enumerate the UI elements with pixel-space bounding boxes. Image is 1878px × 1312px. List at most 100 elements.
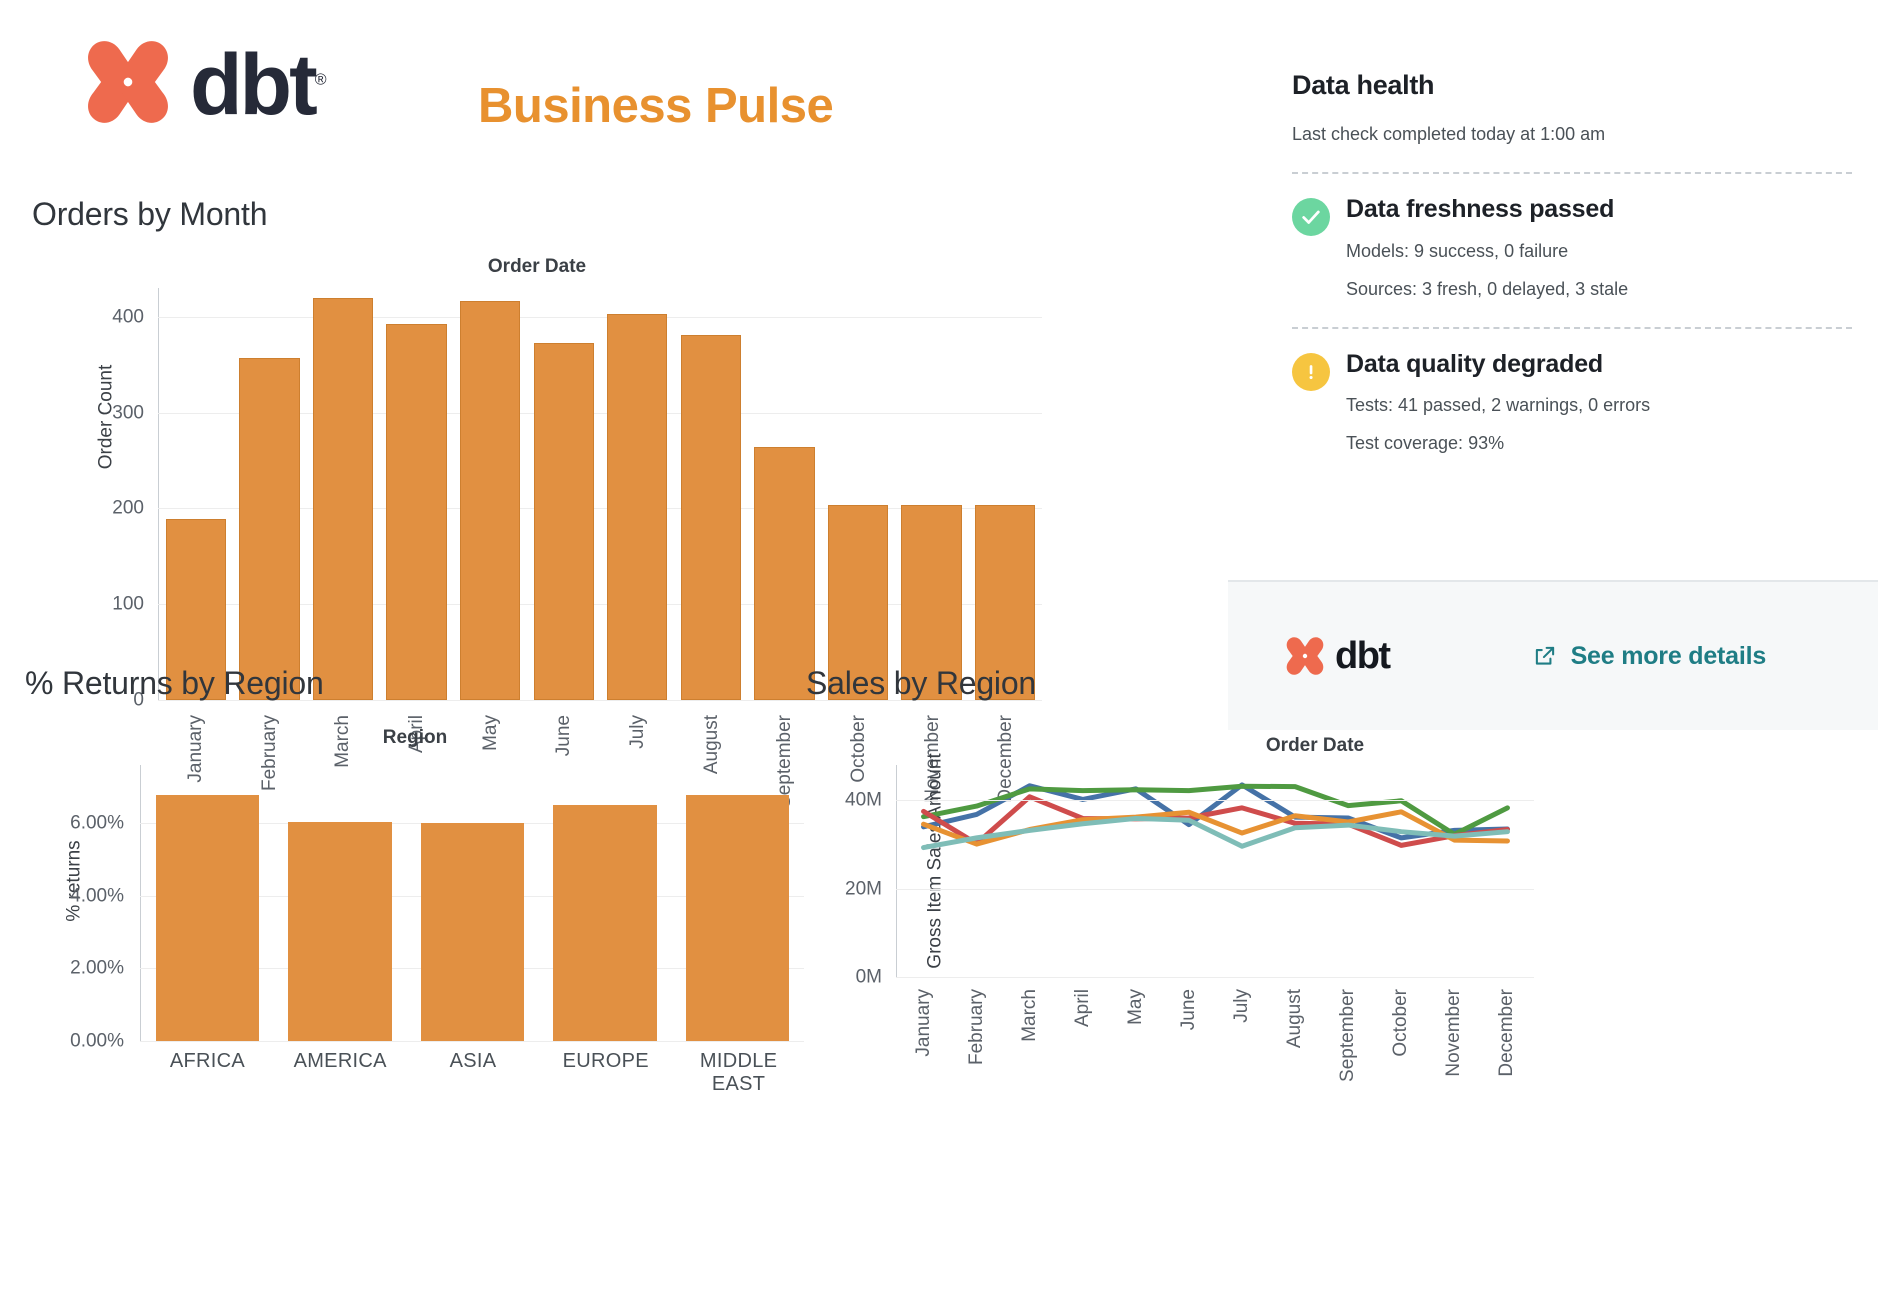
gridline: 0 (133, 690, 1042, 711)
y-tick-label: 6.00% (70, 812, 124, 834)
x-tick-label: May (1124, 989, 1146, 1025)
bar-column (527, 288, 601, 700)
external-link-icon (1535, 646, 1554, 665)
x-tick-label: April (1071, 989, 1093, 1028)
page-title: Business Pulse (478, 79, 834, 133)
x-tick: March (1003, 985, 1056, 1115)
y-tick-label: 40M (845, 789, 882, 811)
bar[interactable] (239, 357, 300, 700)
bar-column (453, 288, 527, 700)
health-item-freshness: Data freshness passed Models: 9 success,… (1292, 195, 1852, 300)
bar[interactable] (165, 519, 226, 700)
gridline: 0M (856, 967, 1534, 988)
x-tick: May (1109, 985, 1162, 1115)
line-series (921, 794, 1510, 848)
health-detail-line: Tests: 41 passed, 2 warnings, 0 errors (1346, 395, 1651, 415)
gridline: 40M (845, 790, 1534, 811)
bar[interactable] (312, 298, 374, 700)
dbt-logo: dbt® (80, 34, 326, 133)
y-tick-label: 2.00% (70, 957, 124, 979)
y-axis-line (140, 765, 141, 1041)
x-tick-label: January (912, 989, 934, 1057)
y-tick-label: 0 (133, 689, 144, 711)
x-tick-label: AMERICA (293, 1050, 387, 1072)
x-tick-label: MIDDLE EAST (699, 1050, 778, 1095)
y-axis-label: % returns (63, 840, 85, 922)
returns-by-region-chart: % Returns by Region Region % returns 0.0… (20, 665, 820, 1305)
divider (1292, 172, 1852, 174)
bar-column (141, 765, 274, 1041)
x-tick: June (1162, 985, 1215, 1115)
bar-column (821, 288, 895, 700)
plot-area: 0.00% 2.00% 4.00% 6.00% (70, 765, 804, 1052)
gridline: 100 (112, 594, 1042, 615)
dbt-wordmark: dbt® (190, 37, 326, 133)
line-series (921, 809, 1510, 847)
x-tick-label: EUROPE (562, 1050, 649, 1072)
data-health-title: Data health (1292, 70, 1435, 100)
chart-axis-title: Order Date (1265, 735, 1365, 756)
dbt-logo-small: dbt (1283, 634, 1391, 678)
health-detail-line: Models: 9 success, 0 failure (1346, 240, 1569, 261)
health-detail-line: Test coverage: 93% (1346, 433, 1505, 453)
bar[interactable] (827, 505, 889, 700)
bar[interactable] (685, 795, 790, 1041)
bar-column (895, 288, 969, 700)
gridline: 300 (112, 402, 1042, 423)
bar[interactable] (420, 823, 525, 1041)
bar-column (159, 288, 233, 700)
x-tick-label: November (1443, 989, 1465, 1077)
plot-area: 0M 20M 40M (845, 765, 1534, 988)
plot-area: 0 100 200 300 400 (112, 288, 1042, 711)
bar-column (406, 765, 539, 1041)
gridline: 0.00% (70, 1031, 804, 1052)
check-circle-icon (1292, 198, 1330, 236)
x-tick-label: February (965, 989, 987, 1066)
gridline: 400 (112, 306, 1042, 327)
y-tick-label: 0M (855, 966, 882, 988)
y-tick-label: 4.00% (70, 885, 124, 907)
y-tick-label: 20M (845, 878, 882, 900)
orders-by-month-chart: Orders by Month Order Date Order Count 0… (32, 196, 1042, 808)
bar[interactable] (459, 301, 521, 700)
see-more-details-card[interactable]: dbt See more details (1228, 580, 1878, 730)
bar-column (233, 288, 307, 700)
bar[interactable] (288, 822, 392, 1041)
bar-column (274, 765, 407, 1041)
bar[interactable] (386, 324, 447, 700)
y-tick-label: 400 (112, 306, 144, 328)
x-tick-label: March (1018, 989, 1040, 1042)
bar-column (306, 288, 380, 700)
bar[interactable] (974, 505, 1036, 700)
last-check-text: Last check completed today at 1:00 am (1292, 124, 1606, 144)
x-axis-labels: January February March April May June July Augu… (897, 985, 1534, 1115)
bar[interactable] (607, 314, 668, 700)
x-tick: December (1481, 985, 1534, 1115)
health-heading: Data freshness passed (1346, 195, 1615, 223)
bar-column (674, 288, 748, 700)
x-tick: July (1215, 985, 1268, 1115)
x-tick-label: August (1284, 989, 1306, 1049)
warning-circle-icon (1292, 352, 1330, 391)
sales-by-region-chart: Sales by Region Order Date Gross Item Sa… (800, 665, 1878, 1305)
see-more-details-link[interactable]: See more details (1532, 642, 1766, 671)
y-axis-line (158, 288, 159, 700)
bar-column (380, 288, 454, 700)
bar[interactable] (553, 804, 657, 1041)
bar[interactable] (155, 795, 259, 1041)
y-tick-label: 300 (112, 402, 144, 424)
bar[interactable] (754, 446, 815, 700)
x-tick-label: October (1390, 989, 1412, 1057)
x-tick-label: July (1231, 989, 1252, 1023)
health-heading: Data quality degraded (1346, 349, 1603, 378)
x-tick: September (1322, 985, 1375, 1115)
line-series (921, 783, 1510, 837)
x-tick: January (897, 985, 950, 1115)
bar[interactable] (680, 334, 741, 700)
x-tick: November (1428, 985, 1481, 1115)
x-axis-labels: AFRICA AMERICA ASIA EUROPE MIDDLE EAST (141, 1050, 805, 1096)
chart-title: % Returns by Region (25, 665, 324, 701)
bar[interactable] (533, 343, 594, 700)
bar-column (600, 288, 674, 700)
bar[interactable] (901, 505, 962, 700)
